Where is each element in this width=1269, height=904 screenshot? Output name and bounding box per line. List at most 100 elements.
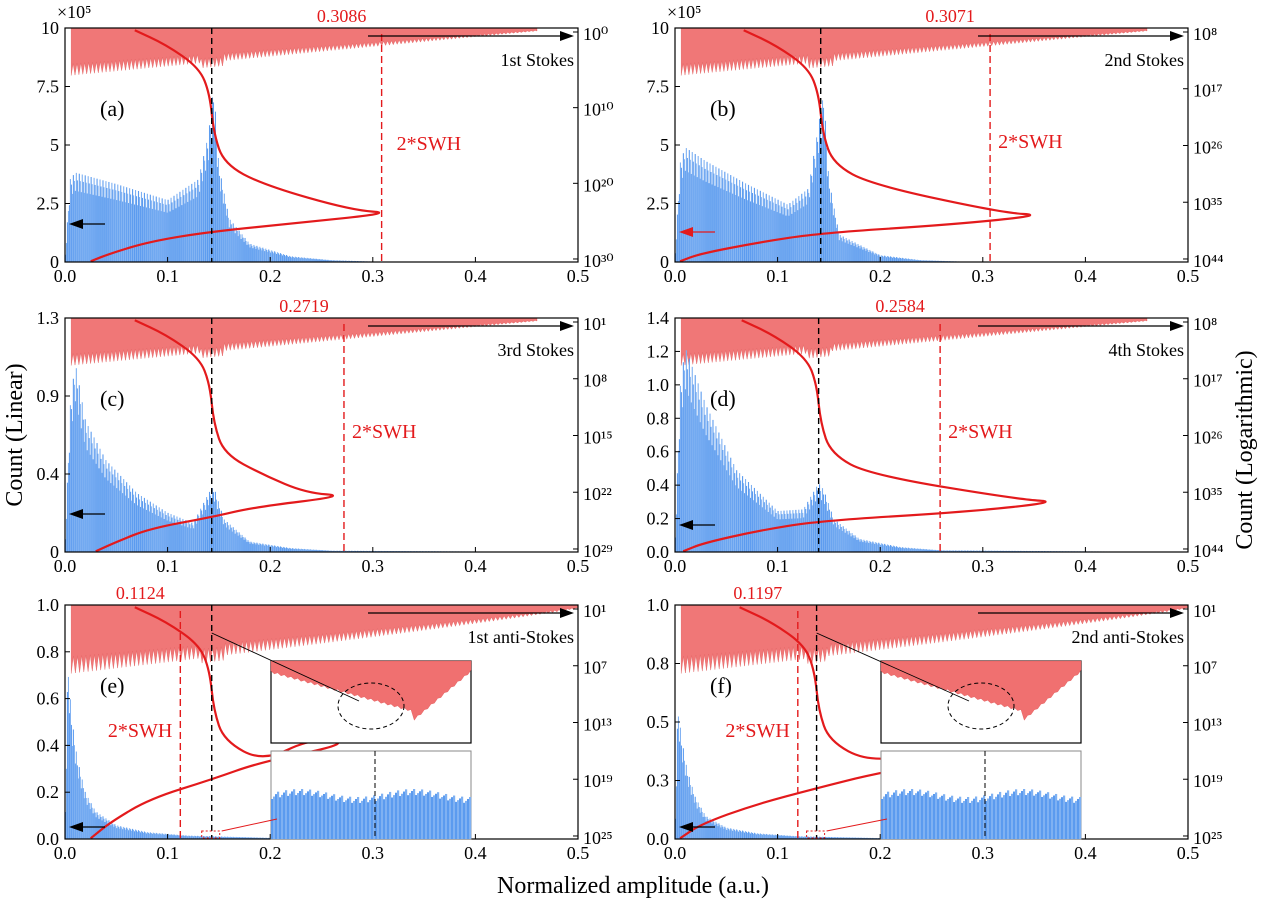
y-tick-label: 0.6	[647, 442, 670, 462]
histogram-bar	[132, 828, 134, 839]
inset-bar	[913, 795, 916, 839]
inset-bar	[423, 795, 426, 839]
histogram-bar	[772, 834, 774, 839]
histogram-bar	[172, 835, 174, 839]
histogram-bar	[861, 837, 863, 839]
histogram-bar	[310, 549, 312, 552]
x-tick-label: 0.5	[1177, 843, 1200, 863]
histogram-bar	[967, 550, 970, 552]
x-tick-label: 0.2	[259, 843, 282, 863]
histogram-bar	[255, 544, 257, 552]
histogram-bar	[342, 550, 344, 552]
histogram-bar	[133, 829, 135, 839]
histogram-bar	[201, 510, 203, 552]
histogram-bar	[752, 500, 754, 552]
histogram-bar	[905, 258, 907, 262]
histogram-bar	[292, 548, 294, 552]
histogram-bar	[842, 837, 844, 839]
plot-area	[675, 28, 1188, 262]
histogram-bar	[219, 516, 221, 552]
left-axis-arrowhead	[69, 509, 83, 519]
histogram-bar	[695, 802, 697, 839]
histogram-bar	[683, 760, 685, 839]
histogram-bar	[102, 454, 104, 552]
histogram-bar	[872, 251, 874, 262]
histogram-bar	[926, 260, 928, 262]
histogram-bar	[871, 253, 873, 262]
histogram-bar	[722, 449, 724, 552]
inset-bar	[271, 799, 274, 839]
histogram-bar	[697, 156, 699, 262]
y-tick-label: 0.4	[37, 735, 60, 755]
right-tick-label: 10²⁰	[583, 175, 614, 195]
histogram-bar	[803, 517, 805, 552]
inset-bar	[433, 795, 436, 839]
histogram-bar	[293, 549, 295, 552]
histogram-bar	[177, 835, 179, 839]
histogram-bar	[887, 256, 889, 262]
histogram-bar	[685, 764, 687, 839]
histogram-bar	[845, 528, 847, 552]
inset-bar	[305, 793, 308, 839]
y-tick-label: 2.5	[37, 194, 60, 214]
histogram-bar	[744, 479, 747, 552]
histogram-bar	[759, 190, 761, 262]
histogram-bar	[291, 548, 293, 552]
histogram-bar	[328, 550, 330, 552]
histogram-bar	[127, 828, 129, 839]
histogram-bar	[703, 813, 705, 839]
histogram-bar	[865, 542, 867, 552]
histogram-bar	[706, 816, 708, 839]
histogram-bar	[855, 244, 857, 262]
histogram-bar	[770, 514, 772, 552]
inset-bar	[387, 794, 390, 839]
histogram-bar	[95, 817, 97, 839]
histogram-bar	[717, 826, 719, 839]
histogram-bar	[889, 546, 891, 552]
histogram-bar	[104, 197, 106, 262]
histogram-bar	[679, 385, 681, 552]
histogram-bar	[841, 530, 843, 552]
histogram-bar	[195, 187, 197, 262]
histogram-bar	[301, 549, 303, 552]
histogram-bar	[121, 191, 123, 262]
histogram-bar	[849, 241, 851, 262]
inset-bar	[285, 790, 288, 839]
histogram-bar	[709, 163, 711, 262]
histogram-bar	[805, 196, 807, 262]
right-tick-label: 10²²	[583, 484, 612, 504]
histogram-bar	[168, 204, 170, 262]
histogram-bar	[227, 525, 229, 552]
y-tick-label: 0	[660, 252, 669, 272]
histogram-bar	[108, 820, 110, 839]
histogram-bar	[923, 260, 925, 262]
histogram-bar	[900, 258, 902, 262]
histogram-bar	[231, 230, 233, 262]
histogram-bar	[165, 204, 167, 262]
histogram-bar	[299, 549, 301, 552]
histogram-bar	[75, 368, 77, 552]
histogram-bar	[117, 472, 119, 552]
histogram-bar	[810, 174, 812, 262]
histogram-bar	[180, 196, 182, 262]
histogram-bar	[128, 830, 130, 839]
histogram-bar	[68, 205, 70, 262]
histogram-bar	[996, 550, 998, 552]
histogram-bar	[206, 836, 208, 839]
histogram-bar	[778, 514, 780, 552]
histogram-bar	[790, 513, 792, 552]
histogram-bar	[214, 111, 216, 262]
histogram-bar	[862, 249, 864, 262]
pdf-curve	[679, 29, 1032, 262]
histogram-bar	[198, 836, 200, 839]
histogram-bar	[74, 190, 76, 262]
histogram-bar	[84, 419, 86, 552]
histogram-bar	[714, 824, 716, 839]
histogram-bar	[758, 504, 760, 552]
inset-bar	[459, 798, 462, 839]
histogram-bar	[721, 438, 723, 552]
histogram-bar	[765, 833, 767, 839]
histogram-bar	[288, 547, 290, 552]
histogram-bar	[838, 837, 840, 839]
histogram-bar	[723, 189, 725, 262]
